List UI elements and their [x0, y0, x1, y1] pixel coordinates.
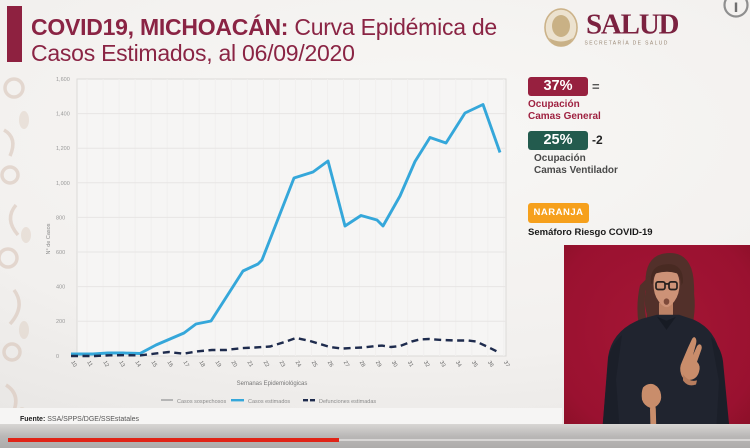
svg-text:1,200: 1,200	[56, 146, 70, 152]
svg-text:28: 28	[358, 360, 366, 368]
svg-text:1,600: 1,600	[56, 77, 70, 83]
svg-text:800: 800	[56, 215, 65, 221]
svg-text:17: 17	[181, 360, 189, 368]
svg-text:19: 19	[214, 360, 222, 368]
svg-text:12: 12	[101, 360, 109, 368]
svg-text:36: 36	[486, 360, 494, 368]
svg-text:200: 200	[56, 319, 65, 325]
svg-text:Semanas Epidemiológicas: Semanas Epidemiológicas	[237, 381, 308, 387]
svg-text:26: 26	[326, 360, 334, 368]
svg-text:20: 20	[230, 360, 238, 368]
svg-text:25: 25	[310, 360, 318, 368]
svg-text:Casos estimados: Casos estimados	[248, 399, 290, 405]
svg-text:35: 35	[470, 360, 478, 368]
svg-text:400: 400	[56, 285, 65, 291]
svg-text:27: 27	[342, 360, 350, 368]
svg-text:34: 34	[454, 360, 462, 368]
svg-text:14: 14	[133, 360, 141, 368]
svg-text:32: 32	[422, 360, 430, 368]
svg-text:Defunciones estimadas: Defunciones estimadas	[319, 399, 376, 405]
svg-text:16: 16	[165, 360, 173, 368]
svg-text:15: 15	[149, 360, 157, 368]
svg-text:10: 10	[69, 360, 77, 368]
svg-text:0: 0	[56, 354, 59, 360]
svg-text:SALUD: SALUD	[586, 9, 679, 41]
svg-text:Fuente: SSA/SPPS/DGE/SSEstatal: Fuente: SSA/SPPS/DGE/SSEstatales	[20, 416, 140, 423]
svg-text:30: 30	[390, 360, 398, 368]
svg-text:Casos sospechosos: Casos sospechosos	[177, 399, 226, 405]
svg-text:29: 29	[374, 360, 382, 368]
svg-text:31: 31	[406, 360, 414, 368]
svg-text:1,400: 1,400	[56, 112, 70, 118]
svg-text:18: 18	[197, 360, 205, 368]
svg-text:13: 13	[117, 360, 125, 368]
svg-text:22: 22	[262, 360, 270, 368]
svg-text:21: 21	[246, 360, 254, 368]
svg-text:24: 24	[294, 360, 302, 368]
svg-text:11: 11	[85, 360, 93, 368]
svg-text:37: 37	[502, 360, 510, 368]
svg-text:23: 23	[278, 360, 286, 368]
svg-text:33: 33	[438, 360, 446, 368]
svg-text:SECRETARÍA DE SALUD: SECRETARÍA DE SALUD	[585, 40, 669, 47]
svg-text:N° de Casos: N° de Casos	[46, 223, 52, 254]
svg-text:600: 600	[56, 250, 65, 256]
svg-text:1,000: 1,000	[56, 181, 70, 187]
